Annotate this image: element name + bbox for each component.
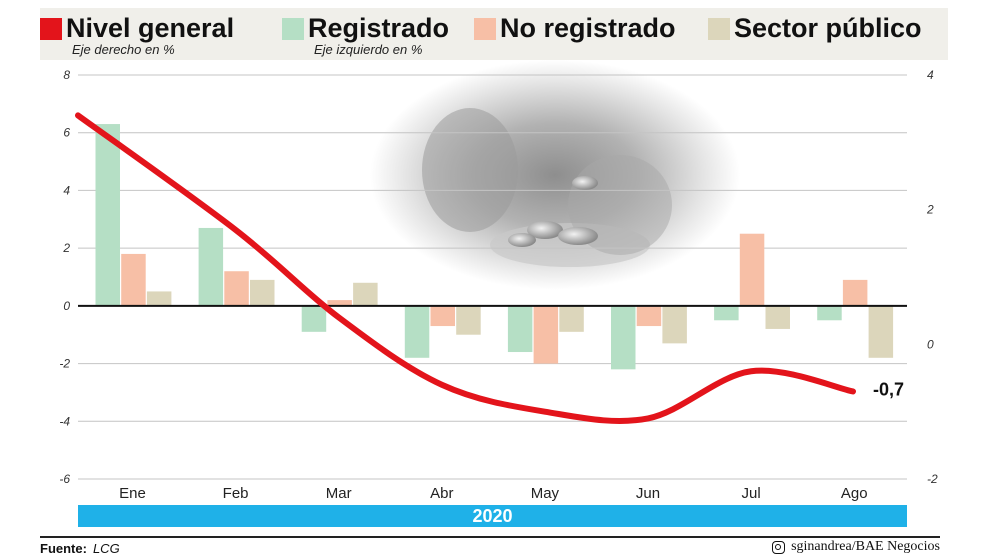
legend-label: No registrado [500, 13, 676, 43]
instagram-icon [772, 540, 786, 554]
y-left-tick-label: -6 [59, 472, 70, 486]
legend-axis-note: Eje izquierdo en % [314, 42, 423, 57]
bar [456, 305, 481, 335]
bar [765, 305, 790, 329]
x-tick-label: May [531, 485, 560, 502]
legend-swatch [282, 18, 304, 40]
photo-hands-coins [370, 60, 740, 290]
legend-label: Sector público [734, 13, 922, 43]
x-tick-label: Feb [223, 485, 249, 502]
bar [533, 305, 559, 364]
legend-label: Nivel general [66, 13, 235, 43]
line-layer: -0,7 [75, 112, 904, 424]
y-left-tick-label: 8 [63, 68, 70, 82]
bar [559, 305, 584, 332]
legend-axis-note: Eje derecho en % [72, 42, 175, 57]
source-key: Fuente: [40, 541, 87, 556]
bar [636, 305, 662, 327]
bar [662, 305, 687, 344]
y-left-tick-label: 4 [63, 183, 70, 197]
last-value-label: -0,7 [873, 379, 904, 399]
series-line-nivel-general [75, 112, 856, 424]
axes: 8 6 4 2 0 -2 -4 -6 4 2 0 -2 Ene Feb Mar Abr May Jun Jul Ago [59, 68, 938, 502]
bars [95, 124, 894, 370]
legend-swatch [708, 18, 730, 40]
y-right-tick-label: -2 [927, 472, 938, 486]
x-tick-label: Mar [326, 485, 352, 502]
bar [301, 305, 327, 332]
bar [739, 233, 765, 306]
bar [714, 305, 739, 321]
x-tick-label: Jul [742, 485, 761, 502]
y-right-tick-label: 2 [926, 203, 934, 217]
bar [430, 305, 455, 327]
bar [404, 305, 430, 358]
x-tick-label: Abr [430, 485, 453, 502]
period-bar: 2020 [78, 505, 907, 527]
bar [224, 271, 249, 306]
bar [611, 305, 636, 370]
bar [250, 279, 275, 306]
legend: Nivel general Eje derecho en % Registrado E… [40, 8, 948, 60]
bar [327, 300, 352, 306]
credit-text: sginandrea/BAE Negocios [791, 539, 940, 554]
bar [198, 227, 224, 306]
y-right-tick-label: 4 [927, 68, 934, 82]
y-left-tick-label: 6 [63, 126, 70, 140]
bar [146, 291, 172, 306]
credit: sginandrea/BAE Negocios [772, 539, 940, 555]
bar [507, 305, 533, 353]
bar [95, 124, 120, 306]
bottom-rule [40, 536, 940, 538]
x-tick-label: Ene [119, 485, 146, 502]
y-left-tick-label: -2 [59, 357, 70, 371]
source: Fuente: LCG [40, 541, 120, 556]
y-left-tick-label: -4 [59, 414, 70, 428]
x-tick-label: Jun [636, 485, 660, 502]
bar [817, 305, 842, 321]
bar [353, 282, 378, 306]
y-left-tick-label: 0 [63, 299, 70, 313]
legend-swatch [474, 18, 496, 40]
bar [868, 305, 894, 358]
bar [842, 279, 868, 306]
legend-label: Registrado [308, 13, 450, 43]
legend-swatch [40, 18, 62, 40]
y-right-tick-label: 0 [927, 337, 934, 351]
x-tick-label: Ago [841, 485, 868, 502]
y-left-tick-label: 2 [62, 241, 70, 255]
bar [121, 253, 146, 306]
source-value: LCG [92, 541, 120, 556]
